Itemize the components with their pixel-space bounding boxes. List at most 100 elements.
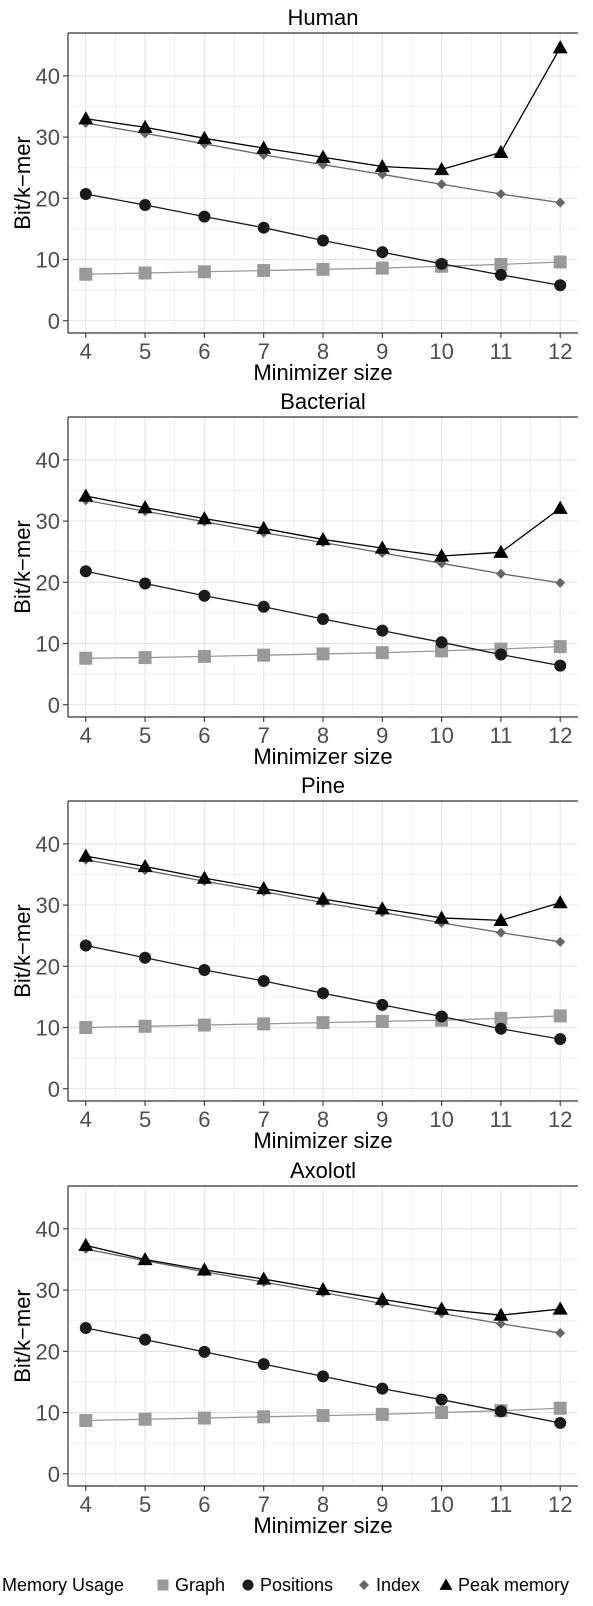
data-point [198, 589, 211, 602]
legend-key-triangle [439, 1578, 453, 1590]
y-tick-label: 40 [36, 1217, 60, 1242]
data-point [434, 548, 450, 562]
data-point [137, 1251, 153, 1266]
legend-title: Memory Usage [2, 1575, 124, 1595]
data-point [139, 1333, 152, 1346]
x-tick-label: 8 [317, 1492, 329, 1517]
x-tick-label: 10 [429, 723, 453, 748]
data-point [197, 649, 211, 663]
data-point [493, 1307, 509, 1321]
x-tick-label: 8 [317, 339, 329, 364]
legend-key-diamond [359, 1580, 369, 1590]
data-point [139, 951, 152, 964]
legend-item-peak-memory: Peak memory [439, 1575, 569, 1595]
chart-title: Pine [301, 773, 345, 798]
data-point [436, 179, 447, 190]
data-point [375, 646, 389, 660]
series-peak-memory [78, 488, 568, 562]
data-point [257, 264, 271, 278]
data-point [553, 1401, 567, 1415]
data-point [376, 1382, 389, 1395]
x-tick-label: 11 [489, 1107, 512, 1132]
data-point [494, 1011, 508, 1025]
y-tick-label: 20 [36, 1339, 60, 1364]
data-point [495, 1318, 506, 1329]
data-point [376, 246, 389, 259]
data-point [376, 624, 389, 637]
x-tick-label: 12 [548, 1492, 572, 1517]
x-tick-label: 8 [317, 1107, 329, 1132]
x-tick-label: 12 [548, 339, 572, 364]
chart-panel-bacterial: Bacterial 0 10 20 30 40 4 5 6 7 8 9 10 11 12 Minimizer … [10, 389, 578, 769]
x-tick-label: 9 [376, 339, 388, 364]
data-point [257, 221, 270, 234]
data-point [317, 613, 329, 626]
data-point [434, 910, 450, 924]
x-tick-label: 4 [80, 1107, 92, 1132]
x-tick-label: 4 [80, 723, 92, 748]
legend-label: Graph [175, 1575, 225, 1595]
x-tick-label: 5 [139, 723, 151, 748]
data-point [79, 188, 92, 201]
data-point [257, 600, 270, 613]
y-tick-label: 40 [36, 448, 60, 473]
y-tick-label: 0 [48, 1077, 60, 1102]
data-point [197, 265, 211, 279]
data-point [495, 189, 506, 200]
x-tick-label: 10 [429, 1492, 453, 1517]
data-point [494, 257, 508, 271]
y-tick-label: 20 [36, 954, 60, 979]
x-tick-label: 7 [258, 339, 270, 364]
y-tick-label: 30 [36, 125, 60, 150]
x-tick-label: 10 [429, 1107, 453, 1132]
y-tick-label: 0 [48, 1462, 60, 1487]
chart-title: Bacterial [280, 389, 366, 414]
series-graph [79, 255, 567, 281]
x-tick-label: 10 [429, 339, 453, 364]
data-point [315, 1281, 331, 1296]
y-axis-title: Bit/k−mer [10, 1289, 35, 1383]
x-tick-label: 4 [80, 1492, 92, 1517]
x-tick-label: 9 [376, 723, 388, 748]
data-point [79, 1413, 93, 1427]
x-axis-title: Minimizer size [253, 1513, 392, 1538]
data-point [555, 577, 566, 588]
y-axis-title: Bit/k−mer [10, 520, 35, 614]
data-point [257, 648, 271, 662]
x-axis-title: Minimizer size [253, 360, 392, 385]
x-tick-label: 5 [139, 1107, 151, 1132]
legend-key-square [157, 1579, 169, 1591]
y-tick-label: 20 [36, 570, 60, 595]
data-point [78, 848, 94, 862]
data-point [494, 1022, 507, 1035]
legend-label: Index [376, 1575, 420, 1595]
data-point [138, 1019, 152, 1033]
data-point [196, 1262, 212, 1276]
data-point [197, 1018, 211, 1032]
chart-panel-human: Human 0 10 20 30 40 4 5 6 7 8 9 10 11 12 Minimizer size… [10, 5, 578, 385]
data-point [79, 267, 93, 281]
chart-title: Axolotl [290, 1158, 356, 1183]
data-point [374, 540, 390, 554]
x-tick-label: 7 [258, 723, 270, 748]
data-point [138, 1412, 152, 1426]
data-point [434, 1301, 450, 1315]
x-axis-title: Minimizer size [253, 744, 392, 769]
data-point [198, 210, 211, 223]
gridlines [68, 417, 578, 717]
data-point [375, 261, 389, 275]
x-tick-label: 6 [198, 1107, 210, 1132]
x-tick-label: 5 [139, 339, 151, 364]
data-point [435, 1010, 448, 1023]
data-point [256, 520, 272, 535]
legend-label: Peak memory [458, 1575, 569, 1595]
x-tick-label: 4 [80, 339, 92, 364]
chart-panel-pine: Pine 0 10 20 30 40 4 5 6 7 8 9 10 11 12 Minimizer size B… [10, 773, 578, 1153]
data-point [316, 262, 330, 276]
data-point [495, 568, 506, 579]
legend-key-circle [242, 1579, 254, 1591]
data-point [137, 500, 153, 514]
data-point [315, 531, 331, 546]
x-tick-label: 11 [489, 339, 512, 364]
x-tick-label: 6 [198, 1492, 210, 1517]
